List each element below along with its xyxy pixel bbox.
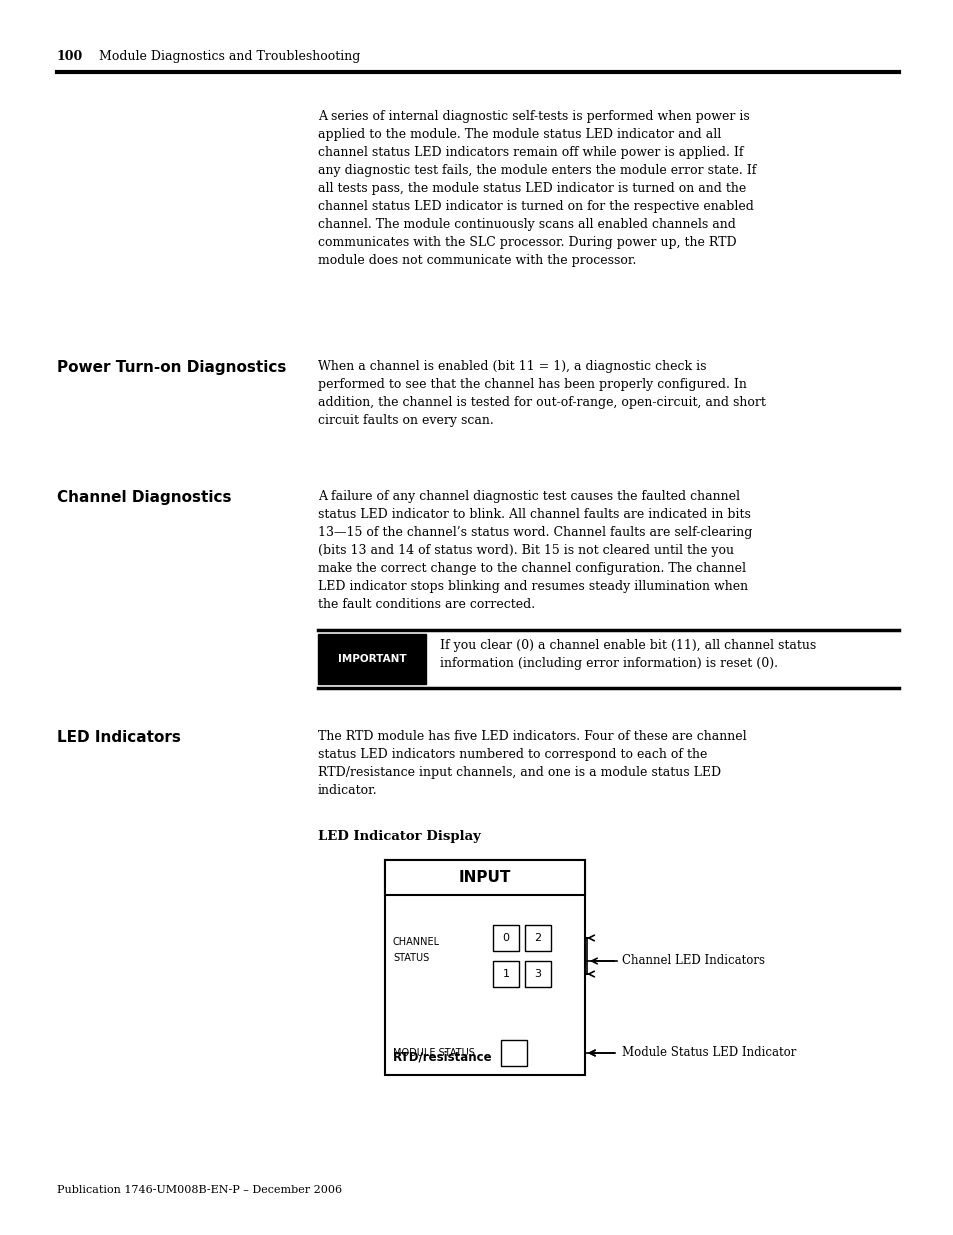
Text: channel status LED indicators remain off while power is applied. If: channel status LED indicators remain off…: [317, 146, 742, 159]
Text: A failure of any channel diagnostic test causes the faulted channel: A failure of any channel diagnostic test…: [317, 490, 740, 503]
Bar: [493, 961, 518, 987]
Text: applied to the module. The module status LED indicator and all: applied to the module. The module status…: [317, 128, 720, 141]
Text: IMPORTANT: IMPORTANT: [337, 655, 406, 664]
Bar: [493, 925, 518, 951]
Bar: [524, 925, 551, 951]
Text: communicates with the SLC processor. During power up, the RTD: communicates with the SLC processor. Dur…: [317, 236, 736, 249]
Text: Channel Diagnostics: Channel Diagnostics: [57, 490, 232, 505]
Text: module does not communicate with the processor.: module does not communicate with the pro…: [317, 254, 636, 267]
Text: circuit faults on every scan.: circuit faults on every scan.: [317, 414, 494, 427]
Bar: [317, 634, 426, 684]
Text: MODULE STATUS: MODULE STATUS: [393, 1049, 475, 1058]
Text: A series of internal diagnostic self-tests is performed when power is: A series of internal diagnostic self-tes…: [317, 110, 749, 124]
Text: 1: 1: [502, 969, 509, 979]
Text: all tests pass, the module status LED indicator is turned on and the: all tests pass, the module status LED in…: [317, 182, 745, 195]
Bar: [385, 860, 584, 1074]
Text: 3: 3: [534, 969, 541, 979]
Text: RTD/resistance: RTD/resistance: [393, 1051, 492, 1063]
Text: The RTD module has five LED indicators. Four of these are channel: The RTD module has five LED indicators. …: [317, 730, 746, 743]
Text: channel. The module continuously scans all enabled channels and: channel. The module continuously scans a…: [317, 219, 735, 231]
Text: Module Diagnostics and Troubleshooting: Module Diagnostics and Troubleshooting: [99, 49, 360, 63]
Text: the fault conditions are corrected.: the fault conditions are corrected.: [317, 598, 535, 611]
Bar: [524, 961, 551, 987]
Text: 2: 2: [534, 932, 541, 944]
Text: performed to see that the channel has been properly configured. In: performed to see that the channel has be…: [317, 378, 746, 391]
Text: Power Turn-on Diagnostics: Power Turn-on Diagnostics: [57, 359, 286, 375]
Text: indicator.: indicator.: [317, 784, 377, 797]
Text: Module Status LED Indicator: Module Status LED Indicator: [621, 1046, 796, 1060]
Text: INPUT: INPUT: [458, 869, 511, 885]
Text: STATUS: STATUS: [393, 953, 429, 963]
Text: addition, the channel is tested for out-of-range, open-circuit, and short: addition, the channel is tested for out-…: [317, 396, 765, 409]
Text: status LED indicator to blink. All channel faults are indicated in bits: status LED indicator to blink. All chann…: [317, 508, 750, 521]
Text: LED Indicator Display: LED Indicator Display: [317, 830, 480, 844]
Text: information (including error information) is reset (0).: information (including error information…: [439, 657, 778, 671]
Text: When a channel is enabled (bit 11 = 1), a diagnostic check is: When a channel is enabled (bit 11 = 1), …: [317, 359, 706, 373]
Text: Channel LED Indicators: Channel LED Indicators: [621, 955, 764, 967]
Text: channel status LED indicator is turned on for the respective enabled: channel status LED indicator is turned o…: [317, 200, 753, 212]
Text: CHANNEL: CHANNEL: [393, 937, 439, 947]
Text: any diagnostic test fails, the module enters the module error state. If: any diagnostic test fails, the module en…: [317, 164, 756, 177]
Text: status LED indicators numbered to correspond to each of the: status LED indicators numbered to corres…: [317, 748, 706, 761]
Text: (bits 13 and 14 of status word). Bit 15 is not cleared until the you: (bits 13 and 14 of status word). Bit 15 …: [317, 543, 733, 557]
Text: RTD/resistance input channels, and one is a module status LED: RTD/resistance input channels, and one i…: [317, 766, 720, 779]
Bar: [385, 860, 584, 895]
Text: 0: 0: [502, 932, 509, 944]
Text: Publication 1746-UM008B-EN-P – December 2006: Publication 1746-UM008B-EN-P – December …: [57, 1186, 342, 1195]
Text: LED indicator stops blinking and resumes steady illumination when: LED indicator stops blinking and resumes…: [317, 580, 747, 593]
Text: 13—15 of the channel’s status word. Channel faults are self-clearing: 13—15 of the channel’s status word. Chan…: [317, 526, 752, 538]
Bar: [500, 1040, 526, 1066]
Text: make the correct change to the channel configuration. The channel: make the correct change to the channel c…: [317, 562, 745, 576]
Text: If you clear (0) a channel enable bit (11), all channel status: If you clear (0) a channel enable bit (1…: [439, 638, 816, 652]
Text: LED Indicators: LED Indicators: [57, 730, 181, 745]
Text: 100: 100: [57, 49, 83, 63]
